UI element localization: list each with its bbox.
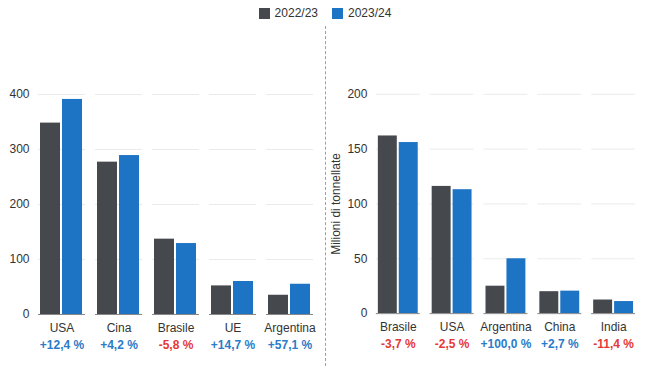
svg-text:UE: UE <box>225 321 242 335</box>
svg-text:Brasile: Brasile <box>158 321 195 335</box>
svg-text:100: 100 <box>9 252 29 266</box>
svg-text:China: China <box>544 320 576 334</box>
svg-text:Brasile: Brasile <box>380 320 417 334</box>
svg-text:+2,7 %: +2,7 % <box>541 337 579 351</box>
svg-text:+4,2 %: +4,2 % <box>100 338 138 352</box>
svg-text:USA: USA <box>440 320 465 334</box>
svg-text:Milioni di tonnellate: Milioni di tonnellate <box>329 153 343 255</box>
svg-text:0: 0 <box>361 306 368 320</box>
svg-text:-5,8 %: -5,8 % <box>159 338 194 352</box>
svg-text:India: India <box>601 320 627 334</box>
svg-text:-2,5 %: -2,5 % <box>435 337 470 351</box>
html-text:2023/24: 2023/24 <box>348 6 392 20</box>
svg-text:-11,4 %: -11,4 % <box>593 337 634 351</box>
svg-text:-3,7 %: -3,7 % <box>381 337 416 351</box>
svg-text:+57,1 %: +57,1 % <box>268 338 313 352</box>
svg-text:Argentina: Argentina <box>264 321 316 335</box>
svg-text:Argentina: Argentina <box>480 320 532 334</box>
svg-text:USA: USA <box>50 321 75 335</box>
svg-text:200: 200 <box>347 87 367 101</box>
svg-text:400: 400 <box>9 87 29 101</box>
svg-text:+12,4 %: +12,4 % <box>40 338 85 352</box>
svg-text:+100,0 %: +100,0 % <box>481 337 532 351</box>
svg-text:50: 50 <box>354 252 368 266</box>
svg-text:300: 300 <box>9 142 29 156</box>
svg-text:Cina: Cina <box>107 321 132 335</box>
html-text:2022/23: 2022/23 <box>274 6 318 20</box>
svg-text:0: 0 <box>23 307 30 321</box>
svg-text:200: 200 <box>9 197 29 211</box>
svg-text:150: 150 <box>347 142 367 156</box>
svg-text:100: 100 <box>347 197 367 211</box>
svg-text:+14,7 %: +14,7 % <box>211 338 256 352</box>
